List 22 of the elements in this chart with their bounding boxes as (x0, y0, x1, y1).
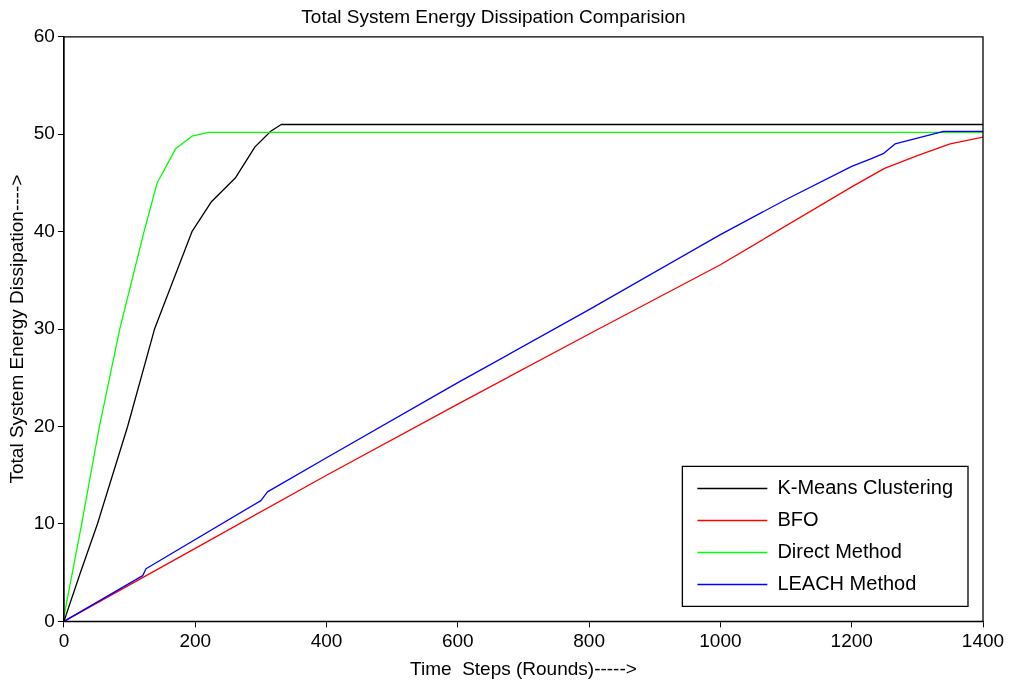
x-tick-label: 200 (179, 630, 212, 652)
x-tick-label: 1000 (699, 630, 742, 652)
y-tick-label: 60 (33, 25, 55, 47)
y-tick-label: 20 (33, 414, 55, 436)
chart-title: Total System Energy Dissipation Comparision (301, 5, 686, 27)
legend-label: BFO (777, 507, 819, 530)
x-tick-label: 400 (310, 630, 343, 652)
x-axis-title: Time Steps (Rounds)-----> (410, 657, 637, 679)
x-tick-label: 0 (58, 630, 70, 652)
y-axis-title: Total System Energy Dissipation----> (5, 174, 27, 484)
x-tick-label: 1400 (961, 630, 1005, 652)
y-tick-label: 40 (33, 219, 55, 241)
x-tick-label: 800 (573, 630, 605, 652)
x-tick-label: 1200 (830, 630, 873, 652)
legend-label: K-Means Clustering (777, 475, 953, 498)
y-tick-label: 30 (33, 317, 55, 339)
y-tick-label: 0 (44, 609, 55, 631)
y-tick-label: 50 (33, 122, 55, 144)
x-tick-label: 600 (441, 630, 474, 652)
y-tick-label: 10 (33, 512, 55, 534)
legend-label: LEACH Method (777, 571, 917, 594)
legend-label: Direct Method (777, 539, 902, 562)
